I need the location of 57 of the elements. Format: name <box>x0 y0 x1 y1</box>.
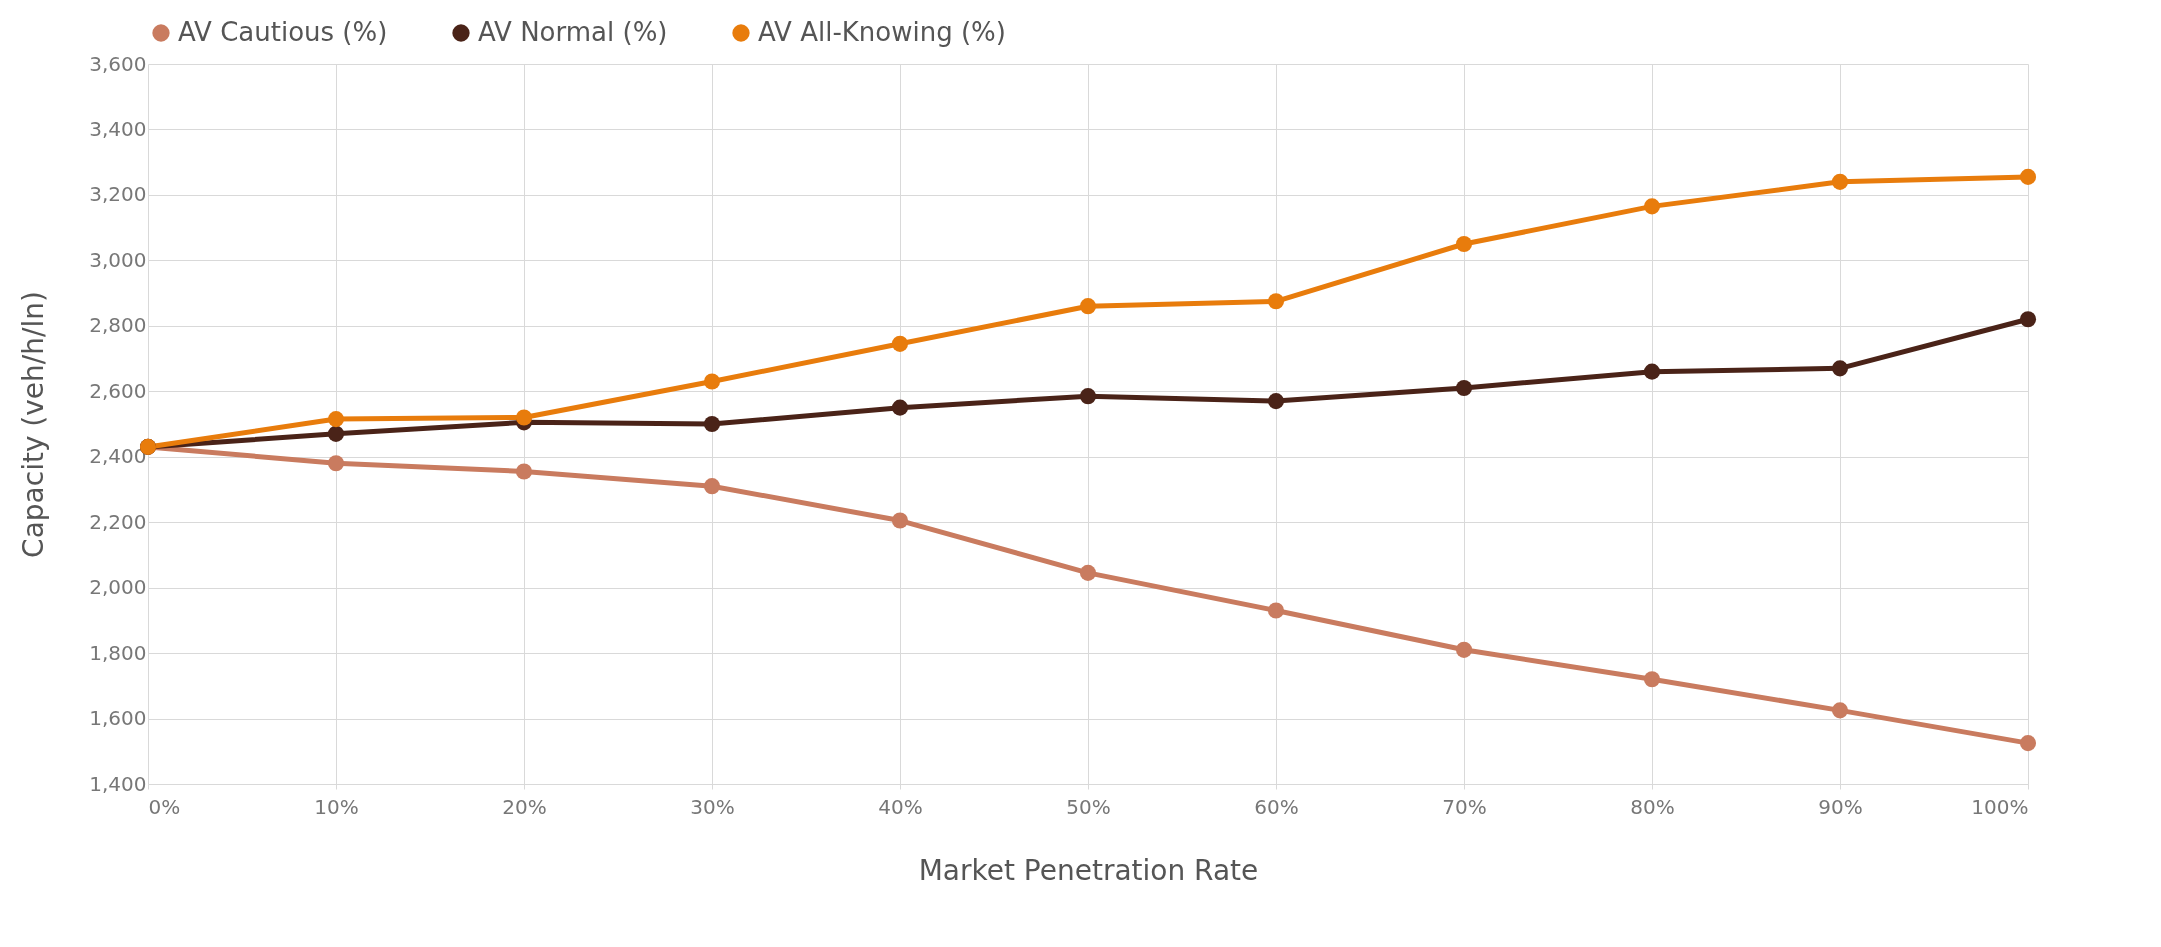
y-tick-label: 2,200 <box>89 509 147 534</box>
y-tick-label: 3,000 <box>89 247 147 272</box>
x-tick-label: 50% <box>1066 794 1111 819</box>
point <box>1079 298 1097 315</box>
point <box>1831 173 1849 190</box>
point <box>891 399 909 416</box>
point <box>1643 671 1661 688</box>
point <box>1079 388 1097 405</box>
y-tick-label: 3,600 <box>89 51 147 76</box>
point <box>1831 702 1849 719</box>
x-tick-label: 0% <box>148 794 181 819</box>
point <box>515 463 533 480</box>
x-tick-label: 30% <box>690 794 735 819</box>
point <box>515 409 533 426</box>
point <box>1643 363 1661 380</box>
point <box>327 455 345 472</box>
legend-label: AV Cautious (%) <box>178 17 388 47</box>
point <box>1267 393 1285 410</box>
point <box>2019 735 2037 752</box>
y-tick-label: 1,600 <box>89 706 147 731</box>
point <box>1643 198 1661 215</box>
y-tick-label: 2,800 <box>89 313 147 338</box>
point <box>327 411 345 428</box>
point <box>327 425 345 442</box>
point <box>1455 379 1473 397</box>
y-tick-label: 2,000 <box>89 575 147 600</box>
point <box>703 478 721 495</box>
y-tick-label: 3,400 <box>89 116 147 141</box>
point <box>891 512 909 529</box>
point <box>1267 602 1285 619</box>
point <box>703 415 721 433</box>
y-tick-label: 1,400 <box>89 771 147 796</box>
x-tick-label: 60% <box>1254 794 1299 819</box>
x-tick-label: 80% <box>1630 794 1675 819</box>
x-tick-label: 70% <box>1442 794 1487 819</box>
x-tick-label: 90% <box>1818 794 1863 819</box>
point <box>891 335 909 352</box>
x-tick-label: 100% <box>1971 794 2029 819</box>
legend-label: AV Normal (%) <box>478 17 668 47</box>
x-tick-label: 20% <box>502 794 547 819</box>
point <box>703 373 721 390</box>
point <box>1079 564 1097 581</box>
y-tick-label: 1,800 <box>89 640 147 665</box>
point <box>2019 311 2037 328</box>
y-tick-label: 2,600 <box>89 378 147 403</box>
y-axis-title: Capacity (veh/h/ln) <box>17 291 51 558</box>
x-tick-label: 40% <box>878 794 923 819</box>
x-axis-title: Market Penetration Rate <box>918 853 1259 887</box>
y-tick-label: 3,200 <box>89 182 147 207</box>
point <box>1831 360 1849 377</box>
point <box>1455 641 1473 658</box>
point <box>1267 293 1285 310</box>
point <box>1455 235 1473 253</box>
legend-label: AV All-Knowing (%) <box>758 17 1006 47</box>
point <box>2019 168 2037 185</box>
x-tick-label: 10% <box>314 794 359 819</box>
y-tick-label: 2,400 <box>89 444 147 469</box>
